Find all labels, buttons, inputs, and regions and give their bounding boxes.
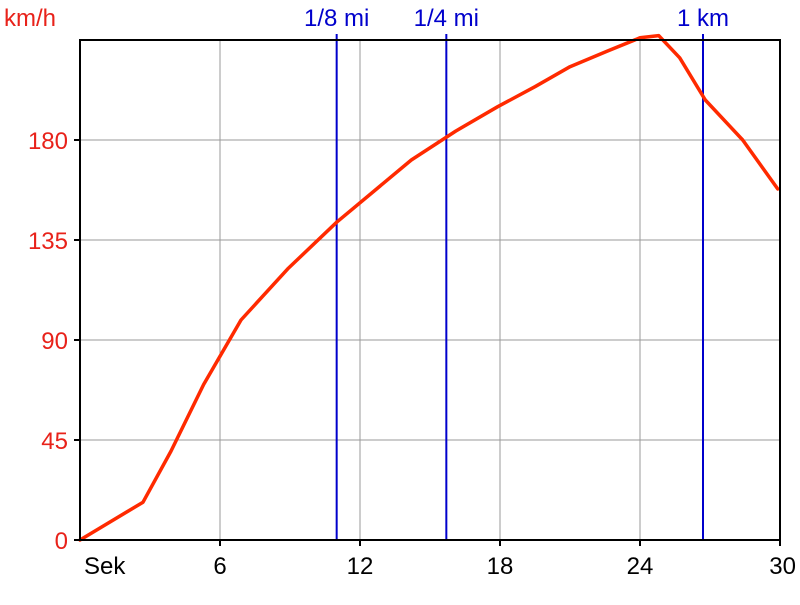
distance-marker-label: 1/8 mi <box>304 5 369 32</box>
y-tick-label: 90 <box>41 328 68 355</box>
tick-layer: 6 12 18 24 30 0 45 90 135 180 <box>28 128 796 580</box>
x-tick-label: 18 <box>487 553 514 580</box>
plot-frame <box>79 39 781 541</box>
x-tick-label: 6 <box>213 553 226 580</box>
x-tick-label: 12 <box>347 553 374 580</box>
series-layer <box>78 33 780 542</box>
y-tick-label: 135 <box>28 228 68 255</box>
marker-layer: 1/8 mi 1/4 mi 1 km <box>304 5 729 540</box>
y-tick-label: 0 <box>55 528 68 555</box>
y-tick-label: 45 <box>41 428 68 455</box>
x-axis-label: Sek <box>84 553 126 580</box>
speed-line <box>78 33 780 542</box>
distance-marker-label: 1 km <box>677 5 729 32</box>
y-tick-label: 180 <box>28 128 68 155</box>
x-tick-label: 30 <box>769 553 796 580</box>
x-tick-label: 24 <box>627 553 654 580</box>
grid-layer <box>80 40 781 541</box>
distance-marker-label: 1/4 mi <box>414 5 479 32</box>
y-axis-label: km/h <box>4 5 56 32</box>
